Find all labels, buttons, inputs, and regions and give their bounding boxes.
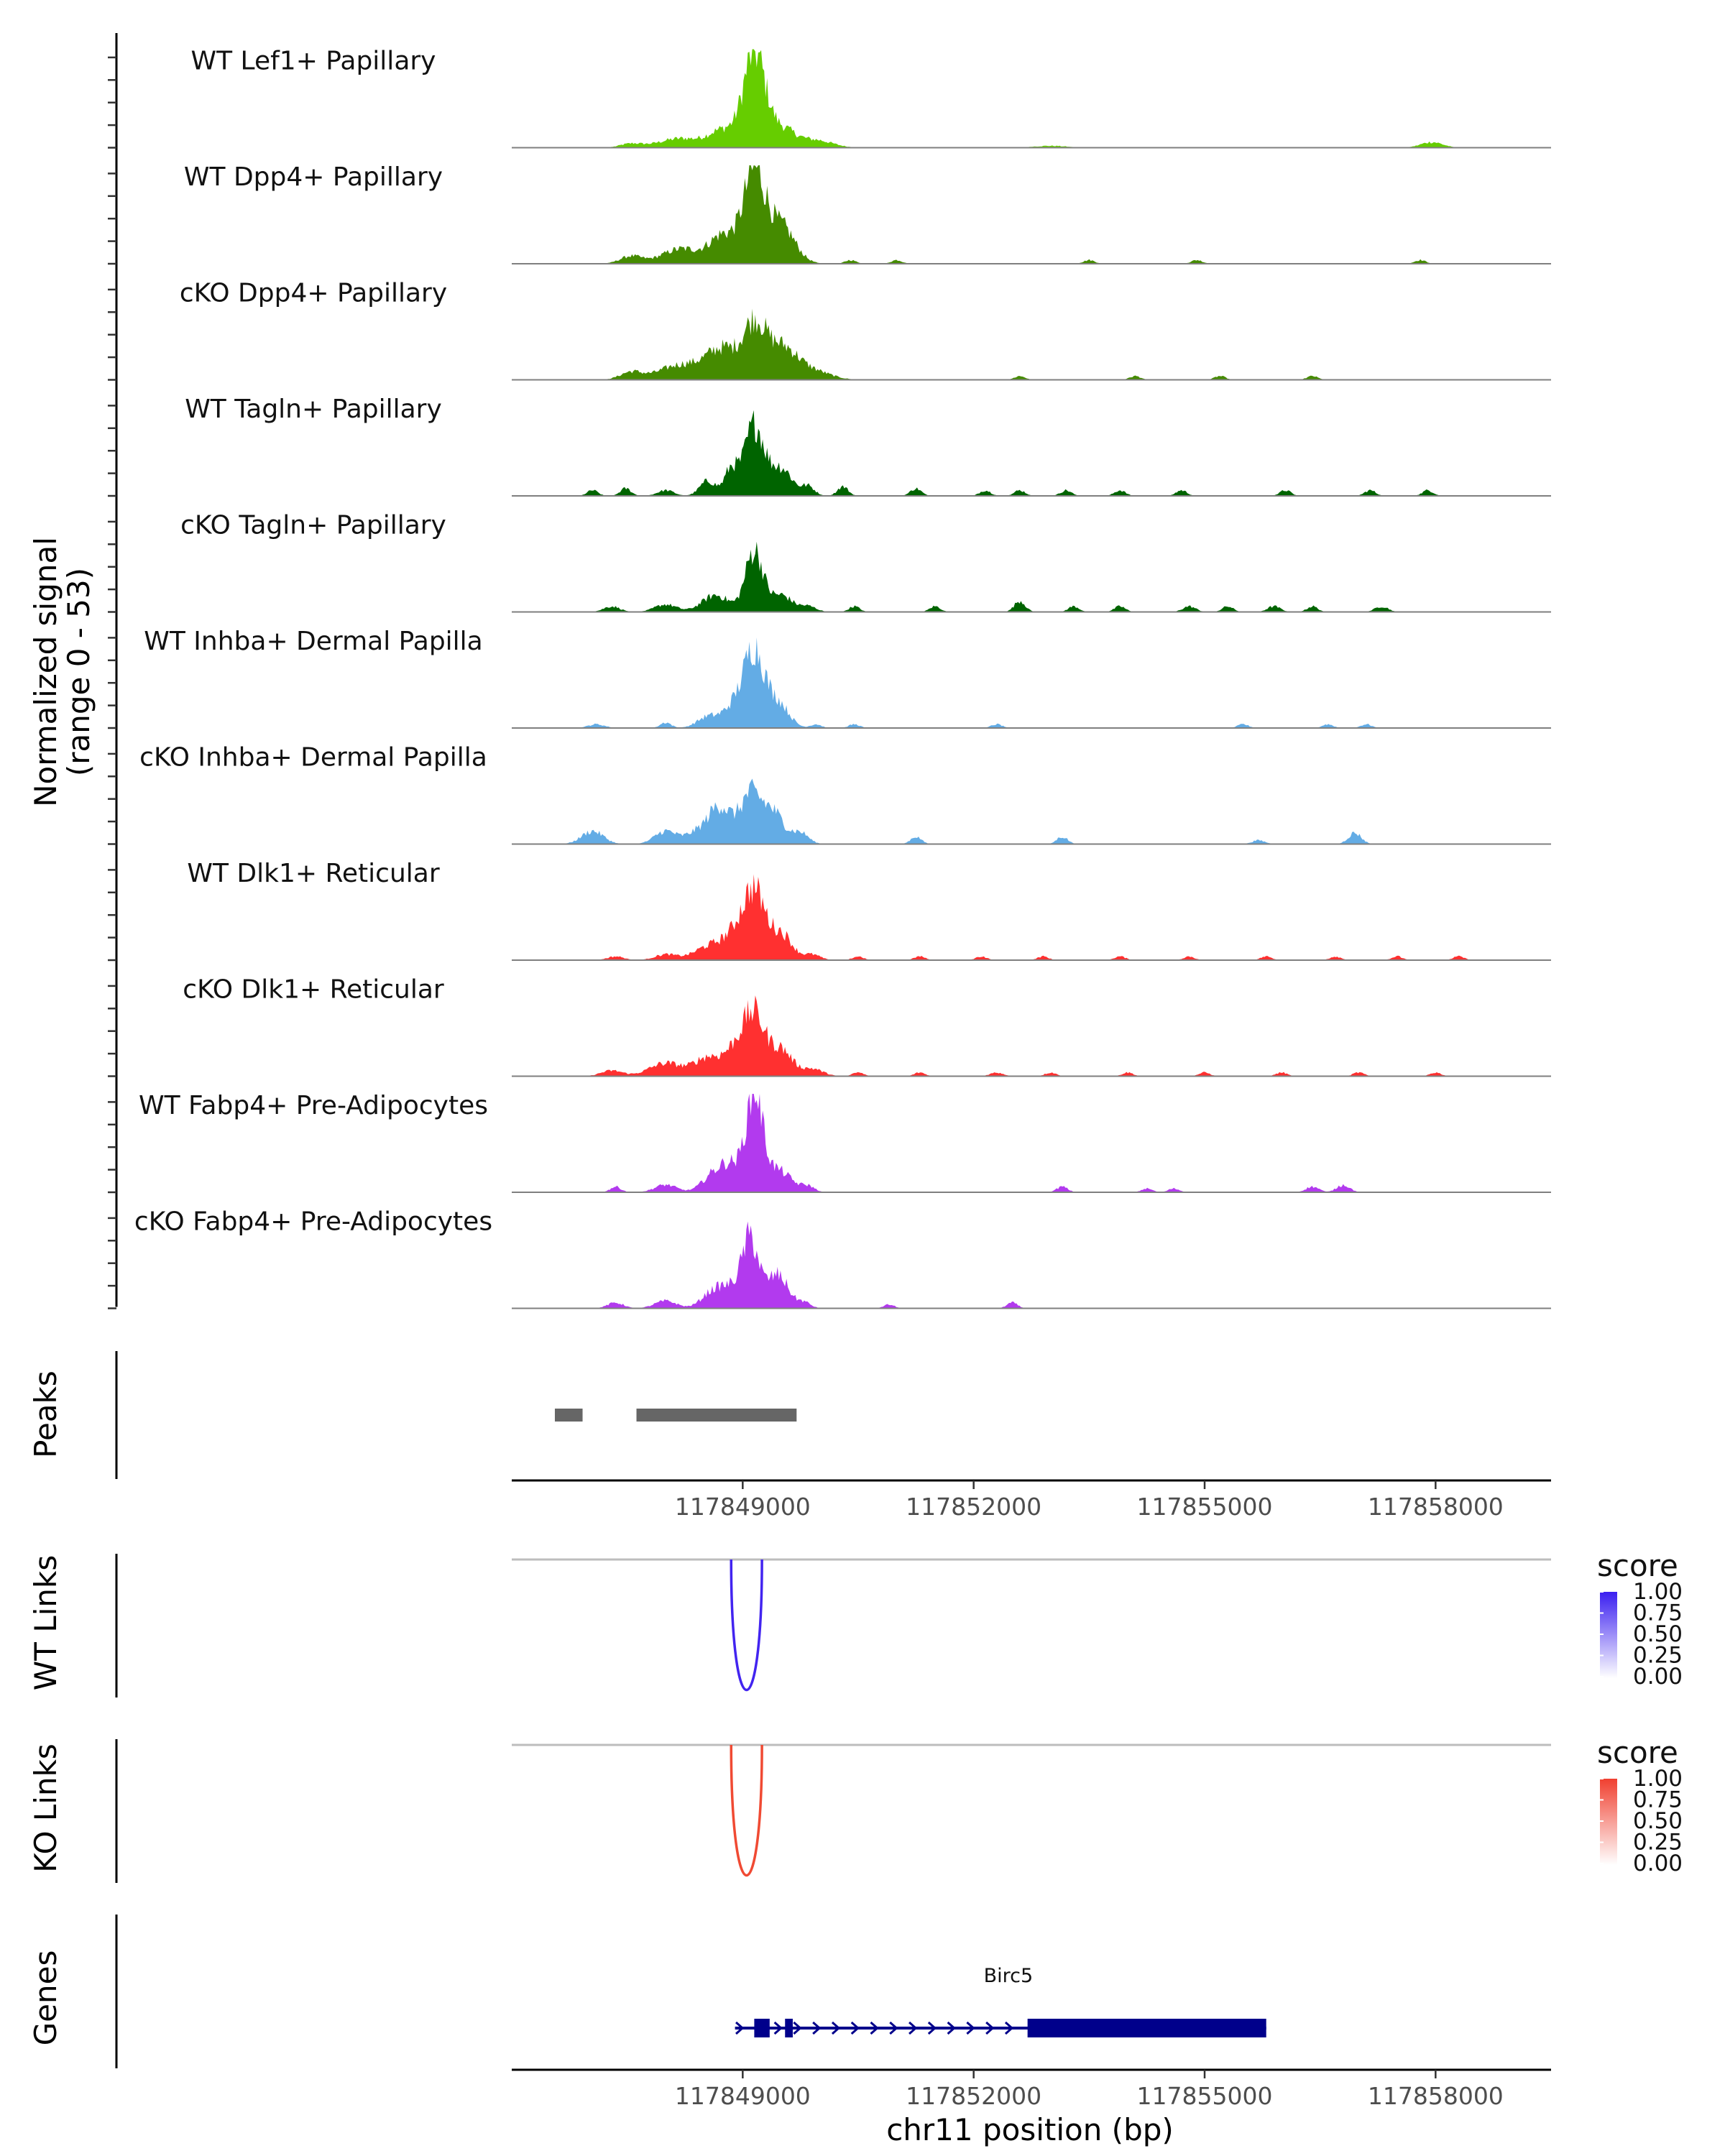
legend-tick-label: 1.00 bbox=[1633, 1766, 1683, 1792]
wt-links-label: WT Links bbox=[28, 1555, 63, 1690]
track-10: WT Fabp4+ Pre-Adipocytes bbox=[139, 1091, 1551, 1193]
y-axis-title-line1: Normalized signal bbox=[28, 537, 63, 807]
legend-tick-label: 1.00 bbox=[1633, 1579, 1683, 1605]
x-tick-label: 117852000 bbox=[906, 1493, 1041, 1521]
track-label: WT Fabp4+ Pre-Adipocytes bbox=[139, 1091, 488, 1120]
y-axis-title-line2: (range 0 - 53) bbox=[61, 568, 96, 776]
track-label: WT Tagln+ Papillary bbox=[185, 395, 442, 424]
x-axis-bottom: 117849000 117852000 117855000 117858000 bbox=[512, 2068, 1551, 2110]
legend-title: score bbox=[1597, 1735, 1678, 1770]
track-label: cKO Dpp4+ Papillary bbox=[180, 279, 447, 308]
gene-exon bbox=[785, 2019, 793, 2037]
track-2: WT Dpp4+ Papillary bbox=[184, 162, 1551, 264]
gene-strand-arrow bbox=[831, 2021, 841, 2035]
x-tick-label: 117858000 bbox=[1368, 1493, 1504, 1521]
signal-area bbox=[512, 49, 1551, 148]
signal-area bbox=[512, 1094, 1551, 1192]
coverage-tracks: WT Lef1+ Papillary WT Dpp4+ Papillary cKO … bbox=[108, 33, 1551, 1309]
track-label: WT Lef1+ Papillary bbox=[191, 47, 436, 76]
track-7: cKO Inhba+ Dermal Papilla bbox=[139, 743, 1551, 845]
legend-tick-label: 0.75 bbox=[1633, 1600, 1683, 1626]
x-tick-label: 117855000 bbox=[1137, 1493, 1273, 1521]
gene-strand-arrow bbox=[1004, 2021, 1014, 2035]
gene-strand-arrow bbox=[947, 2021, 956, 2035]
gene-strand-arrow bbox=[985, 2021, 995, 2035]
legend-title: score bbox=[1597, 1548, 1678, 1583]
x-axis-top: 117849000 117852000 117855000 117858000 bbox=[512, 1479, 1551, 1521]
legend-tick-label: 0.75 bbox=[1633, 1787, 1683, 1813]
gene-name: Birc5 bbox=[984, 1965, 1034, 1987]
signal-area bbox=[512, 165, 1551, 264]
track-label: cKO Inhba+ Dermal Papilla bbox=[139, 743, 487, 773]
signal-area bbox=[512, 410, 1551, 496]
track-9: cKO Dlk1+ Reticular bbox=[183, 975, 1551, 1077]
ko-links-label: KO Links bbox=[28, 1743, 63, 1873]
genes-label: Genes bbox=[28, 1950, 63, 2046]
signal-area bbox=[512, 778, 1551, 844]
genes-panel: Birc5 bbox=[115, 1915, 1266, 2068]
signal-area bbox=[512, 637, 1551, 728]
legend-tick-label: 0.50 bbox=[1633, 1621, 1683, 1647]
link-arc bbox=[730, 1559, 763, 1691]
track-label: cKO Tagln+ Papillary bbox=[180, 511, 446, 540]
gene-strand-arrow bbox=[812, 2021, 822, 2035]
track-4: WT Tagln+ Papillary bbox=[185, 395, 1551, 497]
legend-tick-label: 0.25 bbox=[1633, 1643, 1683, 1669]
track-11: cKO Fabp4+ Pre-Adipocytes bbox=[134, 1207, 1551, 1309]
gene-strand-arrow bbox=[966, 2021, 975, 2035]
legend-tick-label: 0.50 bbox=[1633, 1808, 1683, 1834]
gene-exon bbox=[754, 2019, 770, 2037]
gene-strand-arrow bbox=[850, 2021, 860, 2035]
peaks-label: Peaks bbox=[28, 1370, 63, 1458]
track-label: WT Dpp4+ Papillary bbox=[184, 162, 443, 192]
legend-tick-label: 0.25 bbox=[1633, 1830, 1683, 1856]
signal-area bbox=[512, 1221, 1551, 1309]
track-label: cKO Dlk1+ Reticular bbox=[183, 975, 444, 1005]
gene-strand-arrow bbox=[773, 2021, 783, 2035]
track-label: cKO Fabp4+ Pre-Adipocytes bbox=[134, 1207, 492, 1237]
x-tick-label: 117849000 bbox=[675, 2082, 811, 2110]
track-5: cKO Tagln+ Papillary bbox=[180, 511, 1551, 613]
peak-region bbox=[554, 1409, 583, 1422]
link-arc bbox=[730, 1744, 763, 1876]
track-8: WT Dlk1+ Reticular bbox=[187, 859, 1551, 961]
gene-exon bbox=[1027, 2019, 1266, 2037]
track-label: WT Dlk1+ Reticular bbox=[187, 859, 439, 888]
x-axis-title: chr11 position (bp) bbox=[886, 2112, 1174, 2147]
gene-strand-arrow bbox=[927, 2021, 937, 2035]
score-legends: score1.000.750.500.250.00score1.000.750.… bbox=[1597, 1548, 1683, 1876]
x-tick-label: 117852000 bbox=[906, 2082, 1041, 2110]
track-3: cKO Dpp4+ Papillary bbox=[180, 279, 1551, 381]
signal-area bbox=[512, 995, 1551, 1077]
gene-strand-arrow bbox=[908, 2021, 918, 2035]
gene-strand-arrow bbox=[870, 2021, 879, 2035]
signal-area bbox=[512, 308, 1551, 380]
track-6: WT Inhba+ Dermal Papilla bbox=[144, 627, 1551, 729]
track-1: WT Lef1+ Papillary bbox=[191, 47, 1551, 149]
gene-strand-arrow bbox=[889, 2021, 898, 2035]
signal-area bbox=[512, 874, 1551, 960]
track-label: WT Inhba+ Dermal Papilla bbox=[144, 627, 482, 656]
legend-tick-label: 0.00 bbox=[1633, 1851, 1683, 1876]
gene-strand-arrow bbox=[735, 2021, 745, 2035]
x-tick-label: 117849000 bbox=[675, 1493, 811, 1521]
signal-area bbox=[512, 541, 1551, 612]
links-panels bbox=[115, 1554, 1551, 1883]
x-tick-label: 117858000 bbox=[1368, 2082, 1504, 2110]
gene-strand-arrow bbox=[793, 2021, 802, 2035]
peak-region bbox=[636, 1409, 797, 1422]
x-tick-label: 117855000 bbox=[1137, 2082, 1273, 2110]
peaks-panel bbox=[115, 1351, 797, 1479]
legend-tick-label: 0.00 bbox=[1633, 1664, 1683, 1690]
